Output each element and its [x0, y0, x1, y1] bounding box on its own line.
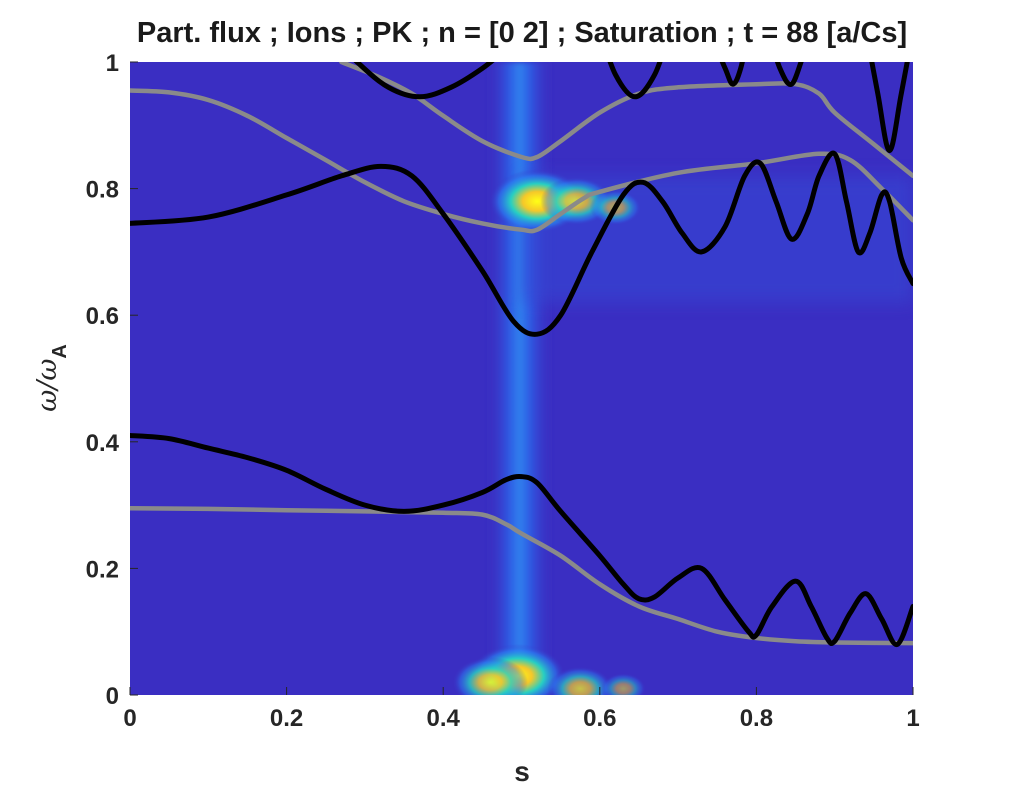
y-axis: 0 0.2 0.4 0.6 0.8 1	[86, 50, 138, 710]
x-axis-label: s	[514, 756, 530, 787]
gray-continuum-curve	[130, 506, 913, 646]
black-mode-curve	[353, 62, 495, 100]
mode-curves	[130, 62, 913, 647]
plot-area	[130, 62, 913, 695]
black-mode-curve	[719, 62, 745, 87]
gray-continuum-curve	[339, 62, 913, 179]
x-tick-label: 0	[123, 705, 136, 732]
black-mode-curve	[774, 62, 804, 87]
x-tick-label: 0.8	[740, 705, 773, 732]
black-mode-curve	[130, 433, 913, 647]
y-axis-label-main: ω/ω	[32, 359, 63, 412]
y-axis-label: ω/ωA	[32, 344, 71, 412]
chart-title: Part. flux ; Ions ; PK ; n = [0 2] ; Sat…	[137, 17, 907, 49]
x-tick-label: 0.4	[427, 705, 461, 732]
y-tick-label: 1	[106, 50, 119, 77]
black-mode-curve	[130, 150, 913, 337]
heatmap-hotspot	[452, 656, 528, 695]
black-mode-curve	[869, 62, 910, 154]
black-mode-curve	[607, 62, 663, 100]
x-axis: 0 0.2 0.4 0.6 0.8 1	[123, 687, 920, 732]
heatmap-band	[486, 62, 553, 695]
gray-continuum-curve	[130, 88, 913, 234]
heatmap-hotspot	[547, 666, 613, 695]
y-tick-label: 0	[106, 683, 119, 710]
y-tick-label: 0.6	[86, 303, 119, 330]
y-tick-label: 0.2	[86, 556, 119, 583]
y-tick-label: 0.4	[86, 430, 120, 457]
heatmap-hotspot	[600, 673, 646, 695]
x-tick-label: 0.2	[270, 705, 303, 732]
x-tick-label: 0.6	[583, 705, 616, 732]
y-tick-label: 0.8	[86, 177, 119, 204]
x-tick-label: 1	[906, 705, 919, 732]
y-axis-label-subscript: A	[49, 344, 71, 358]
